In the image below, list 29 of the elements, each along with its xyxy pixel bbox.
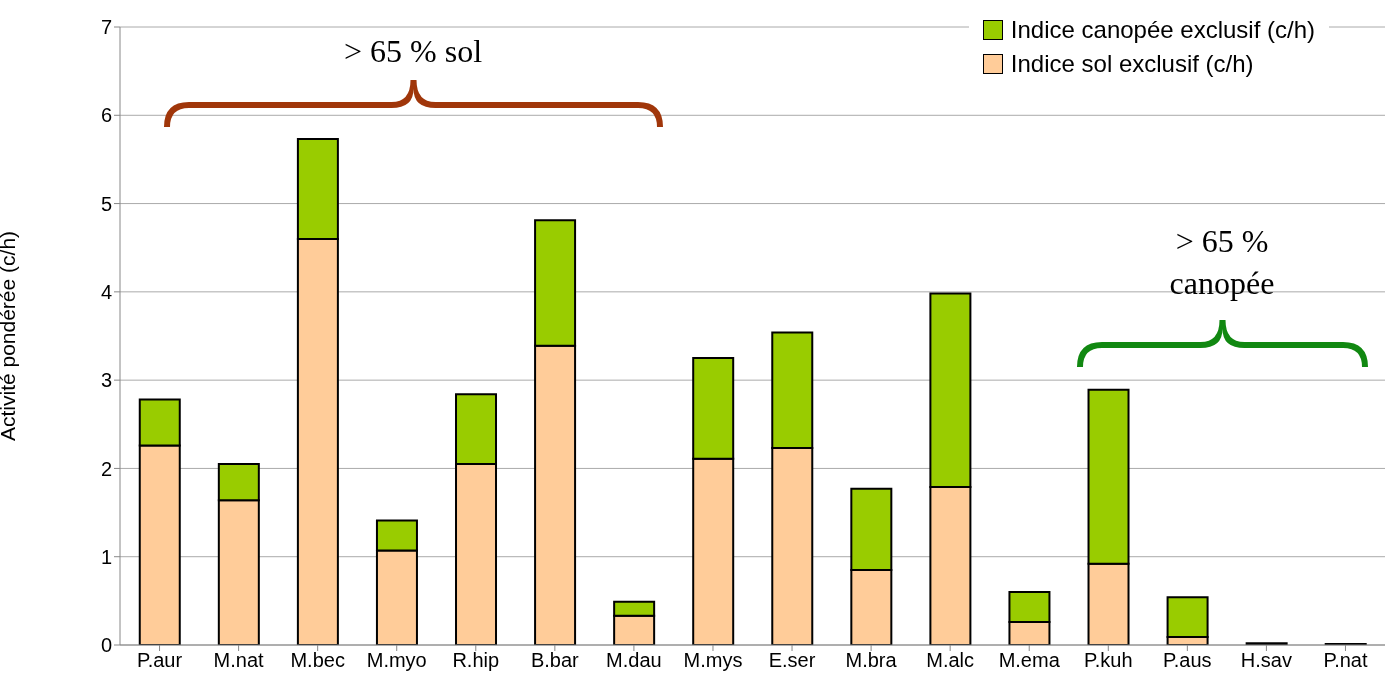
x-tick-label: P.aur bbox=[136, 649, 183, 672]
y-tick-label: 3 bbox=[100, 369, 112, 392]
legend-label: Indice canopée exclusif (c/h) bbox=[1010, 16, 1315, 44]
annotation: > 65 % canopée bbox=[1169, 223, 1275, 301]
x-tick-label: P.nat bbox=[1323, 649, 1368, 672]
x-tick-label: M.alc bbox=[926, 649, 975, 672]
legend-label: Indice sol exclusif (c/h) bbox=[1010, 50, 1254, 78]
y-axis-title: Activité pondérée (c/h) bbox=[0, 230, 20, 442]
x-tick-label: H.sav bbox=[1240, 649, 1292, 672]
x-tick-label: P.aus bbox=[1163, 649, 1212, 672]
y-tick-label: 7 bbox=[100, 16, 112, 39]
y-tick-label: 2 bbox=[100, 457, 112, 480]
y-tick-label: 0 bbox=[100, 634, 112, 657]
x-tick-label: E.ser bbox=[768, 649, 816, 672]
x-tick-label: M.bec bbox=[290, 649, 345, 672]
x-tick-label: M.bra bbox=[845, 649, 898, 672]
y-tick-label: 1 bbox=[100, 545, 112, 568]
y-tick-label: 5 bbox=[100, 192, 112, 215]
annotation: > 65 % sol bbox=[343, 33, 483, 69]
x-tick-label: R.hip bbox=[452, 649, 500, 672]
y-tick-label: 4 bbox=[100, 280, 112, 303]
x-tick-label: M.dau bbox=[606, 649, 662, 672]
x-tick-label: B.bar bbox=[530, 649, 580, 672]
x-tick-label: M.nat bbox=[213, 649, 265, 672]
x-tick-label: P.kuh bbox=[1083, 649, 1133, 672]
y-tick-label: 6 bbox=[100, 104, 112, 127]
x-tick-label: M.myo bbox=[366, 649, 427, 672]
x-tick-label: M.ema bbox=[998, 649, 1061, 672]
x-tick-label: M.mys bbox=[683, 649, 743, 672]
